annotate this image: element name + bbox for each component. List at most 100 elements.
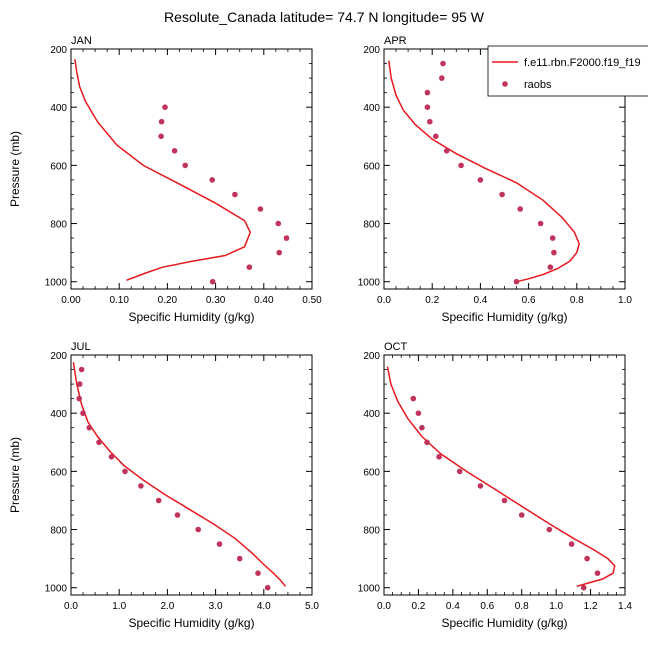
raobs-point (158, 118, 165, 125)
raobs-point (537, 220, 544, 227)
x-tick-label: 0.8 (570, 295, 584, 306)
raobs-point (276, 249, 283, 256)
raobs-point (283, 235, 290, 241)
panel-label: APR (384, 35, 407, 47)
raobs-point (195, 526, 201, 533)
y-tick-label: 200 (50, 45, 67, 56)
raobs-point (477, 483, 484, 489)
raobs-point (499, 191, 505, 198)
raobs-point (415, 410, 422, 417)
raobs-point (517, 206, 523, 212)
x-axis-label: Specific Humidity (g/kg) (441, 310, 567, 324)
raobs-point (410, 395, 417, 402)
raobs-point (216, 541, 223, 547)
raobs-point (162, 104, 168, 110)
raobs-point (108, 454, 115, 460)
raobs-point (76, 381, 83, 387)
y-tick-label: 200 (363, 351, 380, 362)
raobs-point (80, 410, 86, 417)
raobs-point (439, 75, 445, 81)
plot-data (72, 362, 287, 591)
panel-jul: JUL 0.0 1.0 2.0 3.0 4.0 5.0 200 400 600 800 1000 Spe… (8, 341, 319, 630)
raobs-point (546, 526, 553, 533)
raobs-point (547, 264, 554, 271)
panel-oct: OCT 0.0 0.2 0.4 0.6 0.8 1.0 1.2 1.4 200 400 600 800 1… (358, 341, 633, 630)
y-tick-label: 1000 (358, 584, 381, 595)
plot-data (74, 59, 290, 285)
raobs-point (424, 89, 431, 96)
model-profile-line (388, 60, 580, 283)
raobs-point (232, 191, 238, 198)
y-tick-label: 1000 (45, 584, 68, 595)
model-profile-line (72, 362, 287, 587)
raobs-point (513, 278, 520, 285)
x-tick-label: 1.2 (584, 601, 598, 612)
raobs-point (440, 60, 446, 67)
legend-model-label: f.e11.rbn.F2000.f19_f19 (524, 57, 641, 69)
x-tick-label: 0.50 (302, 295, 322, 306)
raobs-point (424, 439, 430, 446)
raobs-point (155, 497, 162, 504)
y-axis-label: Pressure (mb) (8, 131, 22, 207)
y-tick-label: 800 (363, 526, 380, 537)
x-tick-label: 0.2 (411, 601, 425, 612)
raobs-point (424, 104, 431, 110)
raobs-point (551, 249, 557, 256)
raobs-point (246, 264, 253, 271)
x-tick-label: 0.00 (61, 295, 81, 306)
x-tick-label: 0.10 (109, 295, 129, 306)
raobs-point (456, 468, 463, 475)
raobs-point (501, 497, 508, 504)
x-tick-label: 0.8 (515, 601, 529, 612)
x-tick-label: 1.0 (549, 601, 563, 612)
y-tick-label: 800 (363, 220, 380, 231)
raobs-point (122, 468, 128, 475)
x-tick-label: 0.40 (254, 295, 274, 306)
panel-label: OCT (384, 341, 408, 353)
x-tick-label: 1.4 (618, 601, 632, 612)
x-tick-label: 3.0 (209, 601, 223, 612)
raobs-point (76, 395, 82, 402)
x-tick-label: 0.0 (377, 601, 391, 612)
raobs-point (209, 177, 215, 183)
y-tick-label: 400 (363, 103, 380, 114)
raobs-point (171, 148, 178, 154)
plot-frame (70, 354, 313, 596)
raobs-point (255, 570, 261, 576)
x-tick-label: 2.0 (160, 601, 174, 612)
raobs-point (158, 133, 164, 140)
raobs-point (443, 148, 450, 154)
x-tick-label: 0.4 (446, 601, 460, 612)
raobs-point (584, 555, 590, 562)
raobs-point (138, 483, 144, 489)
raobs-point (518, 512, 525, 518)
plot-data (388, 60, 580, 285)
raobs-point (436, 454, 442, 460)
raobs-point (78, 366, 85, 373)
y-tick-label: 400 (50, 103, 67, 114)
model-profile-line (74, 59, 252, 282)
x-tick-label: 1.0 (618, 295, 632, 306)
raobs-point (433, 133, 439, 140)
x-axis-label: Specific Humidity (g/kg) (441, 616, 567, 630)
raobs-point (594, 570, 601, 576)
raobs-point (209, 278, 216, 285)
plot-frame (70, 48, 313, 290)
x-tick-label: 4.0 (257, 601, 271, 612)
legend-obs-swatch (502, 81, 508, 87)
plot-data (386, 366, 616, 591)
x-tick-label: 5.0 (305, 601, 319, 612)
y-tick-label: 200 (50, 351, 67, 362)
x-tick-label: 0.20 (158, 295, 178, 306)
legend: f.e11.rbn.F2000.f19_f19 raobs (487, 45, 648, 97)
x-tick-label: 0.6 (522, 295, 536, 306)
panel-label: JUL (71, 341, 91, 353)
raobs-point (477, 177, 484, 183)
panel-label: JAN (71, 35, 92, 47)
y-tick-label: 800 (50, 526, 67, 537)
y-tick-label: 600 (363, 467, 380, 478)
raobs-point (86, 424, 93, 431)
raobs-point (236, 555, 243, 562)
raobs-point (182, 162, 188, 169)
x-tick-label: 0.0 (377, 295, 391, 306)
